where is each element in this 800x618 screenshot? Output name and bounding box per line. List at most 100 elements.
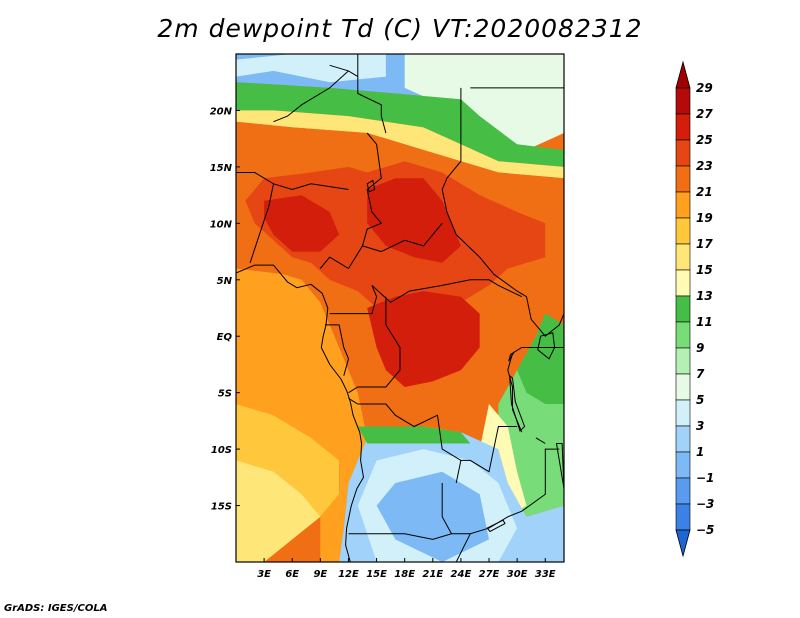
field-angola-transition-green xyxy=(357,426,471,444)
country-border xyxy=(441,110,462,235)
country-border xyxy=(512,347,564,354)
field-angola-low-0 xyxy=(376,471,489,562)
colorbar-box xyxy=(675,269,691,297)
field-angola-coast-19 xyxy=(320,437,368,562)
colorbar-label: 9 xyxy=(696,341,704,355)
colorbar-label: −3 xyxy=(696,497,714,511)
field-east-africa-11 xyxy=(517,313,564,404)
colorbar-label: 7 xyxy=(696,367,705,381)
colorbar-label: 1 xyxy=(696,445,704,459)
colorbar-box xyxy=(675,425,691,453)
lat-label: 5N xyxy=(217,276,233,287)
plot-area xyxy=(235,53,565,563)
country-border xyxy=(535,437,546,444)
field-chad-core-25 xyxy=(367,178,461,263)
lon-label: 9E xyxy=(313,569,327,580)
country-border xyxy=(348,397,518,473)
field-cameroon-nigeria-25 xyxy=(264,195,340,252)
colorbar-box xyxy=(675,451,691,479)
lat-label: 10N xyxy=(210,219,233,230)
colorbar-label: 25 xyxy=(696,133,713,147)
lat-label: 15N xyxy=(210,163,233,174)
colorbar-label: 11 xyxy=(696,315,713,329)
credit-text: GrADS: IGES/COLA xyxy=(4,603,108,614)
field-atlantic-far-south-15 xyxy=(236,460,321,562)
country-border xyxy=(273,70,349,123)
map-title: 2m dewpoint Td (C) VT:2020082312 xyxy=(157,14,643,43)
country-border xyxy=(348,296,401,394)
lat-label: EQ xyxy=(217,332,233,343)
lake-outline xyxy=(537,332,556,360)
country-border xyxy=(441,483,452,535)
country-border xyxy=(362,245,382,253)
lon-label: 21E xyxy=(422,569,443,580)
colorbar-box xyxy=(675,87,691,115)
field-libya-egypt-dry xyxy=(404,54,564,150)
lon-label: 3E xyxy=(257,569,271,580)
colorbar: 29 27 25 23 21 19 17 15 13 11 9 7 5 3 1 −1 −3 −5 xyxy=(675,60,714,558)
colorbar-label: 27 xyxy=(696,107,713,121)
colorbar-box xyxy=(675,217,691,245)
colorbar-label: 29 xyxy=(696,81,713,95)
country-border xyxy=(319,245,363,270)
field-lake-region-13 xyxy=(479,404,527,517)
country-border xyxy=(325,324,350,376)
lat-label: 15S xyxy=(211,502,232,513)
colorbar-box xyxy=(675,295,691,323)
colorbar-box xyxy=(675,399,691,427)
field-sahel-yellow xyxy=(236,110,564,179)
country-border xyxy=(455,460,462,484)
lon-label: 6E xyxy=(285,569,299,580)
colorbar-label: 23 xyxy=(696,159,713,173)
colorbar-box xyxy=(675,191,691,219)
country-border xyxy=(526,296,564,337)
colorbar-label: 17 xyxy=(696,237,713,251)
colorbar-label: 19 xyxy=(696,211,713,225)
lon-label: 30E xyxy=(507,569,528,580)
colorbar-box xyxy=(675,503,691,531)
lon-label: 12E xyxy=(338,569,359,580)
lon-label: 27E xyxy=(479,569,500,580)
lon-label: 18E xyxy=(394,569,415,580)
colorbar-label: 21 xyxy=(696,185,713,199)
colorbar-box xyxy=(675,243,691,271)
field-sahara-low-dew xyxy=(236,54,386,83)
colorbar-label: 13 xyxy=(696,289,713,303)
lake-outline xyxy=(486,519,506,533)
colorbar-label: 3 xyxy=(696,419,704,433)
colorbar-box xyxy=(675,139,691,167)
lake-outline xyxy=(509,374,526,432)
colorbar-box xyxy=(675,165,691,193)
lon-label: 15E xyxy=(366,569,387,580)
lat-label: 10S xyxy=(211,445,232,456)
lake-outline xyxy=(508,352,515,362)
lake-outline xyxy=(555,443,564,489)
field-atlantic-orange-19 xyxy=(236,268,368,461)
lat-label: 5S xyxy=(218,389,232,400)
country-border xyxy=(381,222,443,253)
colorbar-label: 5 xyxy=(696,393,704,407)
lat-label: 20N xyxy=(210,106,233,117)
lon-label: 33E xyxy=(535,569,556,580)
colorbar-label: 15 xyxy=(696,263,713,277)
country-border xyxy=(329,285,378,315)
colorbar-box xyxy=(675,347,691,375)
country-border xyxy=(362,132,383,247)
colorbar-box xyxy=(675,113,691,141)
colorbar-box xyxy=(675,477,691,505)
country-border xyxy=(236,172,349,191)
country-border xyxy=(455,448,560,562)
lake-outline xyxy=(366,179,376,193)
colorbar-label: −5 xyxy=(696,523,714,537)
colorbar-top-arrow xyxy=(675,60,691,89)
country-border xyxy=(455,234,527,298)
field-sahel-north-green xyxy=(236,82,564,167)
colorbar-box xyxy=(675,321,691,349)
colorbar-label: −1 xyxy=(696,471,714,485)
country-border xyxy=(249,183,274,263)
field-congo-basin-25 xyxy=(367,291,480,387)
country-border xyxy=(348,533,471,540)
colorbar-bottom-arrow xyxy=(675,529,691,558)
map-frame xyxy=(235,53,565,563)
